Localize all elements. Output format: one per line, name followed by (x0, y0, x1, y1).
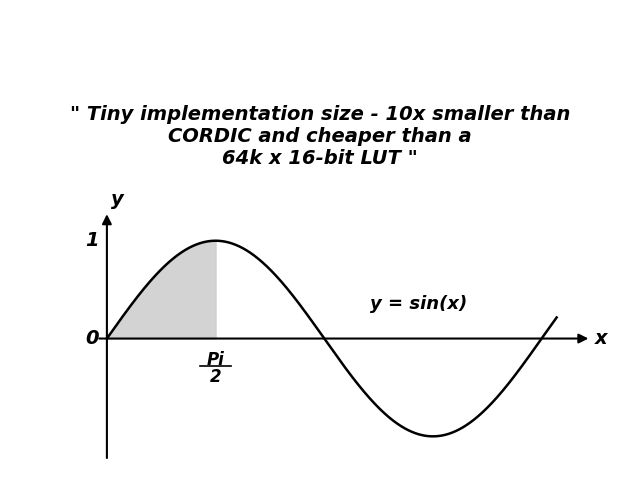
Text: 1: 1 (85, 231, 99, 250)
Text: 0: 0 (85, 329, 99, 348)
Text: " Tiny implementation size - 10x smaller than
CORDIC and cheaper than a
64k x 16: " Tiny implementation size - 10x smaller… (70, 105, 570, 168)
Text: Pi: Pi (207, 351, 225, 369)
Text: y: y (111, 191, 124, 209)
Text: 2: 2 (210, 368, 221, 386)
Text: x: x (595, 329, 607, 348)
Text: y = sin(x): y = sin(x) (370, 295, 467, 313)
